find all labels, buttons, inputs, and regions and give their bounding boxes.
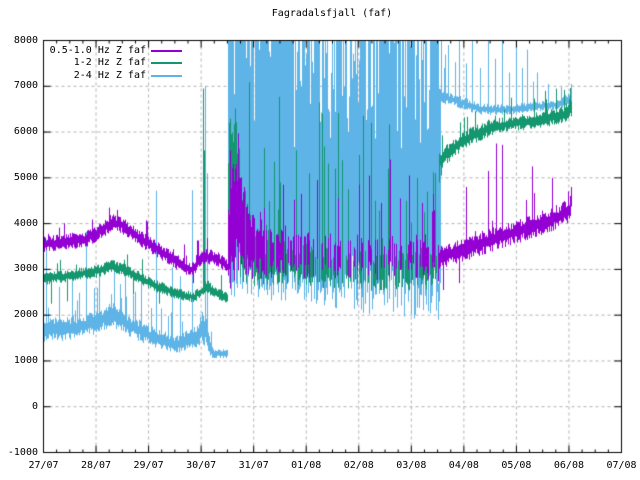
y-tick-label: 0 xyxy=(31,400,38,412)
x-tick-label: 06/08 xyxy=(553,460,584,471)
y-tick-label: 2000 xyxy=(13,309,38,321)
x-tick-label: 07/08 xyxy=(606,460,637,471)
legend-label: 2-4 Hz Z faf xyxy=(73,69,146,81)
y-tick-label: 6000 xyxy=(13,126,38,138)
legend-line-sample xyxy=(151,62,182,64)
y-tick-label: -1000 xyxy=(7,446,38,458)
x-tick-label: 01/08 xyxy=(291,460,322,471)
x-tick-label: 02/08 xyxy=(343,460,374,471)
y-tick-label: 1000 xyxy=(13,354,38,366)
x-tick-label: 31/07 xyxy=(238,460,269,471)
x-tick-label: 28/07 xyxy=(80,460,112,471)
y-tick-label: 7000 xyxy=(13,80,38,92)
y-tick-label: 4000 xyxy=(13,217,38,229)
x-tick-label: 29/07 xyxy=(133,460,164,471)
x-tick-label: 03/08 xyxy=(396,460,427,471)
legend-line-sample xyxy=(151,49,182,52)
y-tick-label: 8000 xyxy=(13,34,38,46)
legend-label: 0.5-1.0 Hz Z faf xyxy=(49,44,146,56)
y-tick-label: 3000 xyxy=(13,263,38,275)
x-tick-label: 04/08 xyxy=(448,460,479,471)
chart-title: Fagradalsfjall (faf) xyxy=(271,8,393,19)
x-tick-label: 05/08 xyxy=(501,460,532,471)
legend-line-sample xyxy=(151,74,182,77)
x-tick-label: 30/07 xyxy=(186,460,217,471)
y-tick-label: 5000 xyxy=(13,171,38,183)
x-tick-label: 27/07 xyxy=(28,460,59,471)
legend-label: 1-2 Hz Z faf xyxy=(73,57,146,68)
